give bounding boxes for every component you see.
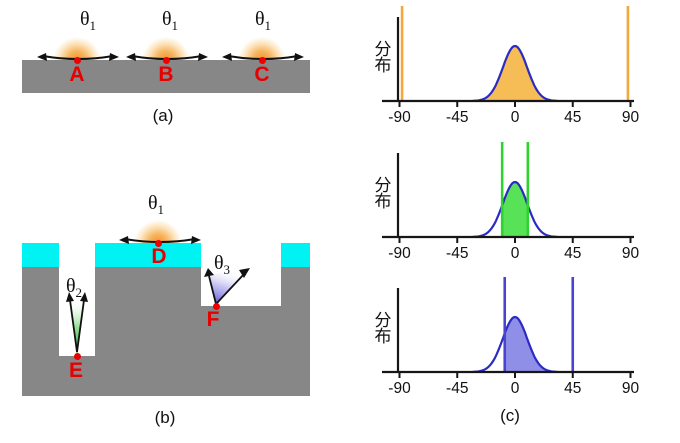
adatom-glow-a: [49, 33, 105, 60]
site-label-c: C: [254, 63, 270, 86]
adatom-glow-b: [138, 33, 194, 60]
theta1-label-c: θ1: [233, 8, 293, 34]
site-marker-c: [259, 57, 266, 64]
theta-symbol: θ: [65, 275, 76, 297]
x-tick-label: 90: [622, 380, 640, 397]
caption-a: (a): [152, 106, 174, 125]
theta-subscript: 1: [171, 18, 179, 33]
adatom-glow-c: [234, 33, 290, 60]
y-axis-label-3: 分布: [374, 311, 392, 346]
y-axis-label-2: 分布: [374, 176, 392, 211]
x-tick-label: -45: [446, 380, 468, 397]
theta-symbol: θ: [161, 8, 172, 30]
theta-subscript: 1: [89, 18, 97, 33]
cyan-film-middle: [95, 243, 201, 267]
theta2-label-e: θ2: [44, 275, 104, 301]
theta1-label-d: θ1: [126, 192, 186, 218]
x-tick-label: 45: [564, 245, 581, 262]
distribution-plot-deep-trench: -90 -45 0 45 90: [382, 142, 640, 262]
theta-subscript: 1: [157, 202, 165, 217]
x-tick-label: 90: [622, 245, 640, 262]
theta-subscript: 3: [223, 262, 231, 277]
distribution-fill: [472, 46, 558, 101]
x-tick-label: 0: [511, 380, 520, 397]
distribution-curve: [472, 44, 558, 102]
theta1-label-b: θ1: [140, 8, 200, 34]
x-tick-label: -90: [388, 380, 411, 397]
caption-c: (c): [500, 406, 520, 425]
x-tick-label: -45: [446, 109, 468, 126]
site-label-a: A: [69, 63, 85, 86]
flat-substrate: [22, 60, 310, 93]
x-tick-label: 90: [622, 109, 640, 126]
x-tick-label: -45: [446, 245, 468, 262]
site-marker-a: [74, 57, 81, 64]
theta-symbol: θ: [79, 8, 90, 30]
theta-symbol: θ: [254, 8, 265, 30]
site-label-e: E: [68, 359, 83, 382]
site-marker-d: [155, 240, 162, 247]
narrow-escape-cone-e: [66, 292, 88, 356]
theta1-label-a: θ1: [58, 8, 118, 34]
distribution-curve: [472, 180, 558, 238]
distribution-fill: [504, 317, 558, 372]
theta3-label-f: θ3: [192, 252, 252, 278]
x-tick-label: -90: [388, 245, 411, 262]
distribution-plot-flat: -90 -45 0 45 90: [382, 6, 640, 126]
site-marker-e: [74, 353, 81, 360]
site-marker-b: [163, 57, 170, 64]
site-label-b: B: [158, 63, 174, 86]
theta-symbol: θ: [213, 252, 224, 274]
x-tick-label: -90: [388, 109, 411, 126]
cyan-film-right: [281, 243, 310, 267]
distribution-curve: [472, 315, 558, 373]
site-label-d: D: [151, 245, 167, 268]
tilted-escape-cone-f: [204, 268, 250, 306]
y-axis-label-1: 分布: [374, 40, 392, 75]
theta-symbol: θ: [147, 192, 158, 214]
x-tick-label: 0: [511, 245, 520, 262]
site-label-f: F: [206, 308, 220, 331]
distribution-plot-corner: -90 -45 0 45 90: [382, 277, 640, 397]
distribution-fill: [502, 182, 528, 237]
adatom-glow-d: [130, 216, 186, 243]
theta-subscript: 2: [75, 285, 83, 300]
caption-b: (b): [154, 408, 176, 427]
theta-subscript: 1: [264, 18, 272, 33]
x-tick-label: 45: [564, 380, 581, 397]
x-tick-label: 45: [564, 109, 581, 126]
x-tick-label: 0: [511, 109, 520, 126]
site-marker-f: [213, 303, 220, 310]
cyan-film-left: [22, 243, 59, 267]
